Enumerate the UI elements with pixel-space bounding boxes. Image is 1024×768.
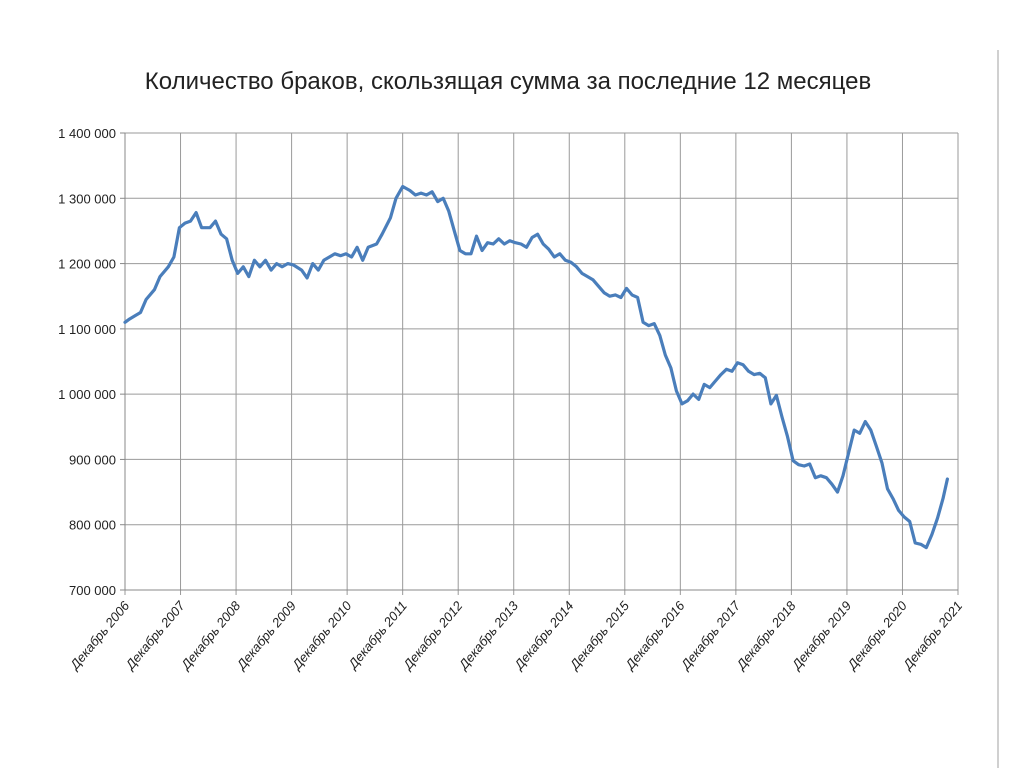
y-tick-label: 800 000 bbox=[69, 518, 116, 533]
y-tick-label: 1 300 000 bbox=[58, 191, 116, 206]
y-tick-label: 1 400 000 bbox=[58, 126, 116, 141]
chart-title: Количество браков, скользящая сумма за п… bbox=[144, 68, 872, 95]
y-axis-ticks: 1 400 000 1 300 000 1 200 000 1 100 000 1 00… bbox=[58, 126, 116, 598]
y-tick-label: 1 200 000 bbox=[58, 257, 116, 272]
y-tick-label: 1 000 000 bbox=[58, 387, 116, 402]
y-tick-label: 1 100 000 bbox=[58, 322, 116, 337]
y-tick-label: 700 000 bbox=[69, 583, 116, 598]
chart-grid bbox=[120, 132, 959, 595]
x-tick-label: Декабрь 2021 bbox=[899, 598, 966, 673]
slide-divider bbox=[997, 50, 999, 768]
y-tick-label: 900 000 bbox=[69, 452, 116, 467]
series-group bbox=[123, 184, 949, 550]
series-line bbox=[123, 184, 949, 550]
